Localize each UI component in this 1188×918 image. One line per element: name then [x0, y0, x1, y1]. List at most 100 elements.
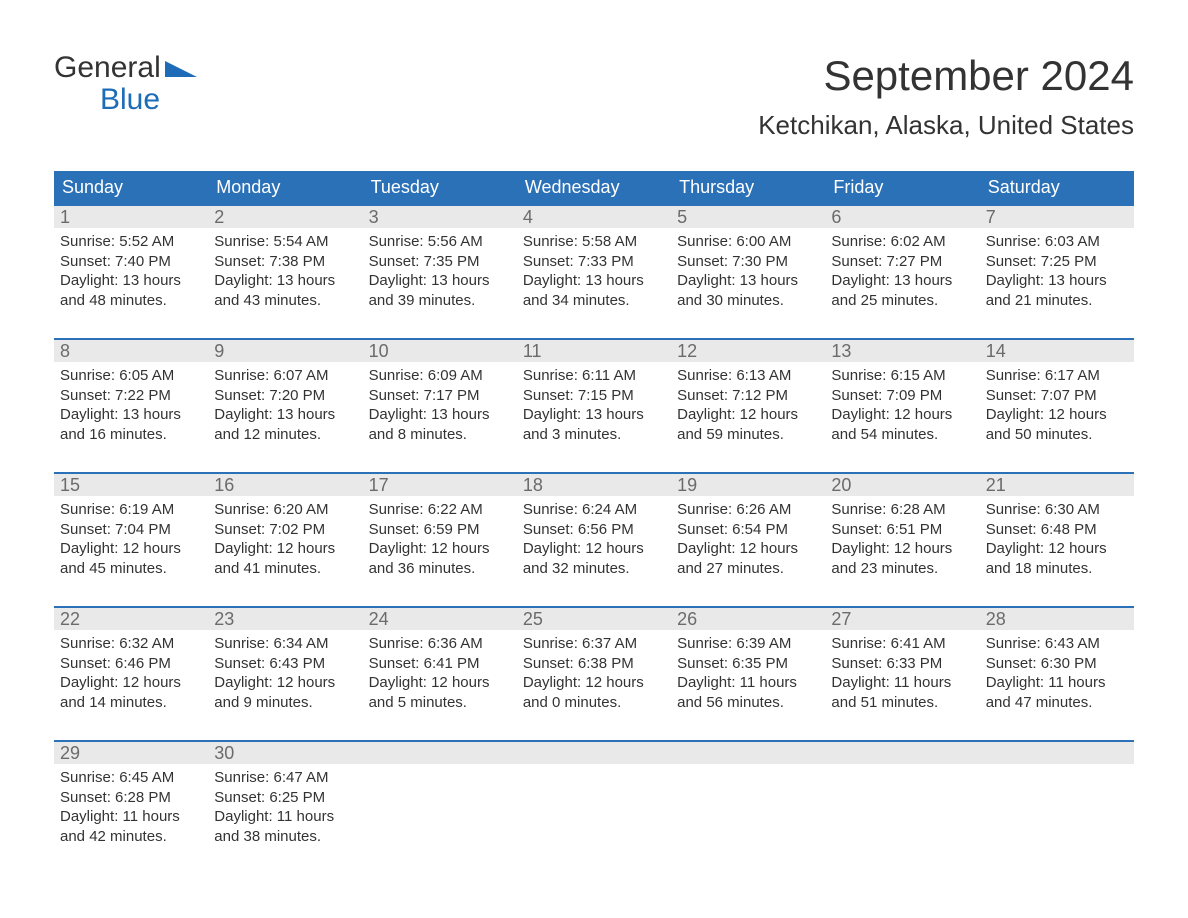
daylight-text: Daylight: 12 hours	[60, 539, 202, 559]
day-body: Sunrise: 6:15 AMSunset: 7:09 PMDaylight:…	[825, 362, 979, 446]
daylight-text: Daylight: 12 hours	[523, 673, 665, 693]
day-cell: 6Sunrise: 6:02 AMSunset: 7:27 PMDaylight…	[825, 206, 979, 312]
day-number: 8	[54, 340, 208, 362]
brand-flag-icon	[165, 52, 197, 84]
sunrise-text: Sunrise: 6:00 AM	[677, 232, 819, 252]
daylight-text: and 23 minutes.	[831, 559, 973, 579]
daylight-text: and 0 minutes.	[523, 693, 665, 713]
day-cell: 29Sunrise: 6:45 AMSunset: 6:28 PMDayligh…	[54, 742, 208, 848]
daylight-text: and 32 minutes.	[523, 559, 665, 579]
sunrise-text: Sunrise: 5:56 AM	[369, 232, 511, 252]
day-cell: 26Sunrise: 6:39 AMSunset: 6:35 PMDayligh…	[671, 608, 825, 714]
day-cell	[980, 742, 1134, 848]
daylight-text: Daylight: 11 hours	[214, 807, 356, 827]
sunset-text: Sunset: 7:30 PM	[677, 252, 819, 272]
daylight-text: Daylight: 13 hours	[214, 271, 356, 291]
daylight-text: Daylight: 12 hours	[214, 539, 356, 559]
sunset-text: Sunset: 6:56 PM	[523, 520, 665, 540]
daylight-text: Daylight: 13 hours	[523, 271, 665, 291]
sunrise-text: Sunrise: 6:15 AM	[831, 366, 973, 386]
daylight-text: and 51 minutes.	[831, 693, 973, 713]
day-number: 24	[363, 608, 517, 630]
day-body: Sunrise: 6:28 AMSunset: 6:51 PMDaylight:…	[825, 496, 979, 580]
day-number: 30	[208, 742, 362, 764]
day-cell: 7Sunrise: 6:03 AMSunset: 7:25 PMDaylight…	[980, 206, 1134, 312]
day-body: Sunrise: 6:09 AMSunset: 7:17 PMDaylight:…	[363, 362, 517, 446]
day-body: Sunrise: 6:30 AMSunset: 6:48 PMDaylight:…	[980, 496, 1134, 580]
day-number: 21	[980, 474, 1134, 496]
sunrise-text: Sunrise: 6:43 AM	[986, 634, 1128, 654]
calendar-table: Sunday Monday Tuesday Wednesday Thursday…	[54, 171, 1134, 848]
sunrise-text: Sunrise: 6:13 AM	[677, 366, 819, 386]
daylight-text: Daylight: 11 hours	[60, 807, 202, 827]
day-cell: 10Sunrise: 6:09 AMSunset: 7:17 PMDayligh…	[363, 340, 517, 446]
daylight-text: Daylight: 12 hours	[369, 673, 511, 693]
daylight-text: Daylight: 13 hours	[369, 271, 511, 291]
week-row: 1Sunrise: 5:52 AMSunset: 7:40 PMDaylight…	[54, 204, 1134, 312]
day-number: 25	[517, 608, 671, 630]
day-number: 27	[825, 608, 979, 630]
sunset-text: Sunset: 6:59 PM	[369, 520, 511, 540]
day-cell: 4Sunrise: 5:58 AMSunset: 7:33 PMDaylight…	[517, 206, 671, 312]
sunset-text: Sunset: 7:04 PM	[60, 520, 202, 540]
day-body: Sunrise: 6:43 AMSunset: 6:30 PMDaylight:…	[980, 630, 1134, 714]
weekday-header: Sunday	[54, 171, 208, 204]
day-number: 19	[671, 474, 825, 496]
sunrise-text: Sunrise: 6:45 AM	[60, 768, 202, 788]
daylight-text: Daylight: 12 hours	[60, 673, 202, 693]
day-cell: 25Sunrise: 6:37 AMSunset: 6:38 PMDayligh…	[517, 608, 671, 714]
daylight-text: and 21 minutes.	[986, 291, 1128, 311]
sunrise-text: Sunrise: 6:19 AM	[60, 500, 202, 520]
day-cell: 11Sunrise: 6:11 AMSunset: 7:15 PMDayligh…	[517, 340, 671, 446]
day-number: 22	[54, 608, 208, 630]
daylight-text: Daylight: 13 hours	[60, 271, 202, 291]
day-cell: 1Sunrise: 5:52 AMSunset: 7:40 PMDaylight…	[54, 206, 208, 312]
day-number: 18	[517, 474, 671, 496]
day-cell: 22Sunrise: 6:32 AMSunset: 6:46 PMDayligh…	[54, 608, 208, 714]
day-cell: 30Sunrise: 6:47 AMSunset: 6:25 PMDayligh…	[208, 742, 362, 848]
brand-logo: General Blue	[54, 52, 197, 115]
sunrise-text: Sunrise: 6:07 AM	[214, 366, 356, 386]
daylight-text: and 8 minutes.	[369, 425, 511, 445]
sunset-text: Sunset: 7:07 PM	[986, 386, 1128, 406]
sunrise-text: Sunrise: 6:47 AM	[214, 768, 356, 788]
sunset-text: Sunset: 7:09 PM	[831, 386, 973, 406]
daylight-text: and 14 minutes.	[60, 693, 202, 713]
day-cell: 15 Sunrise: 6:19 AMSunset: 7:04 PMDayligh…	[54, 474, 208, 580]
day-number-empty	[825, 742, 979, 764]
sunrise-text: Sunrise: 6:22 AM	[369, 500, 511, 520]
sunset-text: Sunset: 6:38 PM	[523, 654, 665, 674]
day-body: Sunrise: 6:36 AMSunset: 6:41 PMDaylight:…	[363, 630, 517, 714]
day-body: Sunrise: 6:24 AMSunset: 6:56 PMDaylight:…	[517, 496, 671, 580]
daylight-text: Daylight: 13 hours	[677, 271, 819, 291]
day-body: Sunrise: 6:05 AMSunset: 7:22 PMDaylight:…	[54, 362, 208, 446]
daylight-text: Daylight: 11 hours	[831, 673, 973, 693]
day-cell: 28Sunrise: 6:43 AMSunset: 6:30 PMDayligh…	[980, 608, 1134, 714]
daylight-text: Daylight: 11 hours	[677, 673, 819, 693]
header: General Blue September 2024 Ketchikan, A…	[54, 52, 1134, 141]
day-number: 28	[980, 608, 1134, 630]
day-number: 5	[671, 206, 825, 228]
day-cell: 24Sunrise: 6:36 AMSunset: 6:41 PMDayligh…	[363, 608, 517, 714]
day-body: Sunrise: 6:34 AMSunset: 6:43 PMDaylight:…	[208, 630, 362, 714]
daylight-text: Daylight: 13 hours	[523, 405, 665, 425]
day-number: 9	[208, 340, 362, 362]
sunset-text: Sunset: 7:12 PM	[677, 386, 819, 406]
daylight-text: Daylight: 13 hours	[369, 405, 511, 425]
sunset-text: Sunset: 7:38 PM	[214, 252, 356, 272]
day-cell: 9Sunrise: 6:07 AMSunset: 7:20 PMDaylight…	[208, 340, 362, 446]
weekday-header: Friday	[825, 171, 979, 204]
sunset-text: Sunset: 6:54 PM	[677, 520, 819, 540]
sunrise-text: Sunrise: 6:05 AM	[60, 366, 202, 386]
day-number: 15	[54, 474, 208, 496]
day-number: 7	[980, 206, 1134, 228]
daylight-text: Daylight: 12 hours	[677, 539, 819, 559]
day-number: 17	[363, 474, 517, 496]
day-body: Sunrise: 6:39 AMSunset: 6:35 PMDaylight:…	[671, 630, 825, 714]
day-body: Sunrise: 6:20 AMSunset: 7:02 PMDaylight:…	[208, 496, 362, 580]
day-number: 14	[980, 340, 1134, 362]
day-cell: 19Sunrise: 6:26 AMSunset: 6:54 PMDayligh…	[671, 474, 825, 580]
daylight-text: Daylight: 12 hours	[831, 405, 973, 425]
daylight-text: and 18 minutes.	[986, 559, 1128, 579]
weekday-header: Monday	[208, 171, 362, 204]
